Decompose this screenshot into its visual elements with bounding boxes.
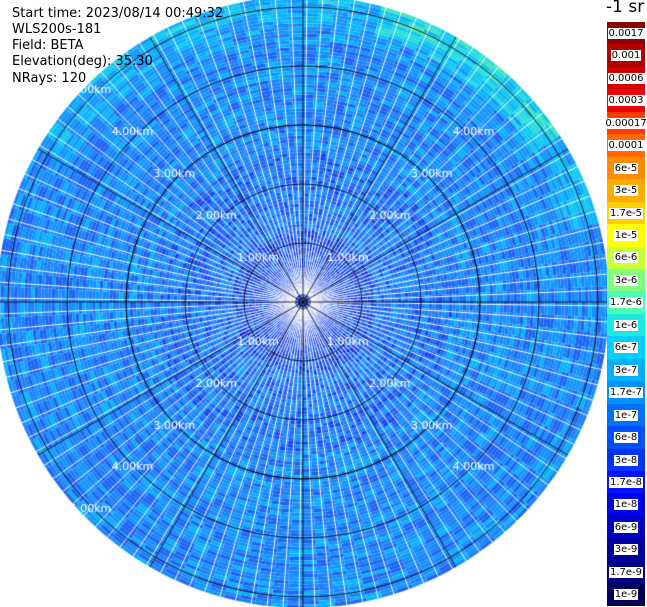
colorbar-cell: 1e-7 xyxy=(607,403,645,427)
colorbar-tick-label: 3e-5 xyxy=(613,185,639,197)
colorbar-cell: 3e-5 xyxy=(607,179,645,203)
colorbar-cell: 1e-5 xyxy=(607,224,645,247)
colorbar-tick-label: 1.7e-7 xyxy=(608,387,644,399)
colorbar-cell: 1.7e-8 xyxy=(607,471,645,494)
colorbar-tick-label: 0.0017 xyxy=(607,27,645,39)
colorbar-cell: 6e-8 xyxy=(607,426,645,450)
colorbar-cell: 1.7e-9 xyxy=(607,560,645,584)
nrays-label: NRays: 120 xyxy=(12,71,87,86)
start-time-label: Start time: 2023/08/14 00:49:32 xyxy=(12,6,224,21)
colorbar-tick-label: 1e-5 xyxy=(613,230,639,242)
colorbar-cell: 0.001 xyxy=(607,44,645,68)
colorbar-tick-label: 3e-9 xyxy=(613,544,639,556)
colorbar-tick-label: 0.001 xyxy=(610,50,642,62)
colorbar-cell: 1.7e-5 xyxy=(607,201,645,225)
colorbar-cell: 6e-9 xyxy=(607,515,645,539)
colorbar-tick-label: 6e-5 xyxy=(613,162,639,174)
colorbar-cell: 1.7e-7 xyxy=(607,381,645,405)
colorbar-tick-label: 1e-9 xyxy=(613,589,639,601)
colorbar-cell: 3e-6 xyxy=(607,268,645,292)
colorbar-tick-label: 1e-8 xyxy=(613,499,639,511)
colorbar-tick-label: 6e-7 xyxy=(613,342,639,354)
colorbar-cell: 1e-9 xyxy=(607,583,645,607)
colorbar: 0.0017 0.001 0.0006 0.0003 0.00017 0.0001 6e-5… xyxy=(604,22,647,607)
colorbar-cell: 3e-7 xyxy=(607,358,645,382)
colorbar-tick-label: 0.0006 xyxy=(607,72,645,84)
colorbar-tick-label: 1e-6 xyxy=(613,319,639,331)
colorbar-tick-label: 1.7e-8 xyxy=(608,476,644,488)
field-label: Field: BETA xyxy=(12,38,84,53)
colorbar-cell: 3e-8 xyxy=(607,448,645,472)
colorbar-cell: 1.7e-6 xyxy=(607,291,645,315)
colorbar-cell: 0.0006 xyxy=(607,66,645,90)
colorbar-tick-label: 0.0001 xyxy=(607,140,645,152)
colorbar-tick-label: 1.7e-5 xyxy=(608,207,644,219)
colorbar-tick-label: 3e-6 xyxy=(613,274,639,286)
colorbar-cell: 0.0003 xyxy=(607,89,645,113)
colorbar-tick-label: 1e-7 xyxy=(613,409,639,421)
colorbar-tick-label: 1.7e-9 xyxy=(608,566,644,578)
colorbar-cell: 0.0001 xyxy=(607,134,645,158)
colorbar-cell: 1e-6 xyxy=(607,313,645,337)
elevation-label: Elevation(deg): 35.30 xyxy=(12,54,153,69)
colorbar-cell: 6e-5 xyxy=(607,156,645,180)
colorbar-tick-label: 3e-7 xyxy=(613,364,639,376)
colorbar-tick-label: 6e-9 xyxy=(613,521,639,533)
colorbar-cell: 0.00017 xyxy=(604,111,647,135)
colorbar-cell: 6e-7 xyxy=(607,336,645,360)
colorbar-unit-label: -1 sr xyxy=(606,0,645,17)
colorbar-cell: 0.0017 xyxy=(607,22,645,45)
colorbar-cell: 6e-6 xyxy=(607,246,645,270)
colorbar-cell: 1e-8 xyxy=(607,493,645,517)
colorbar-tick-label: 1.7e-6 xyxy=(608,297,644,309)
colorbar-tick-label: 3e-8 xyxy=(613,454,639,466)
colorbar-tick-label: 0.0003 xyxy=(607,95,645,107)
colorbar-cell: 3e-9 xyxy=(607,538,645,562)
instrument-label: WLS200s-181 xyxy=(12,22,102,37)
colorbar-tick-label: 0.00017 xyxy=(604,117,647,129)
colorbar-tick-label: 6e-8 xyxy=(613,432,639,444)
colorbar-tick-label: 6e-6 xyxy=(613,252,639,264)
